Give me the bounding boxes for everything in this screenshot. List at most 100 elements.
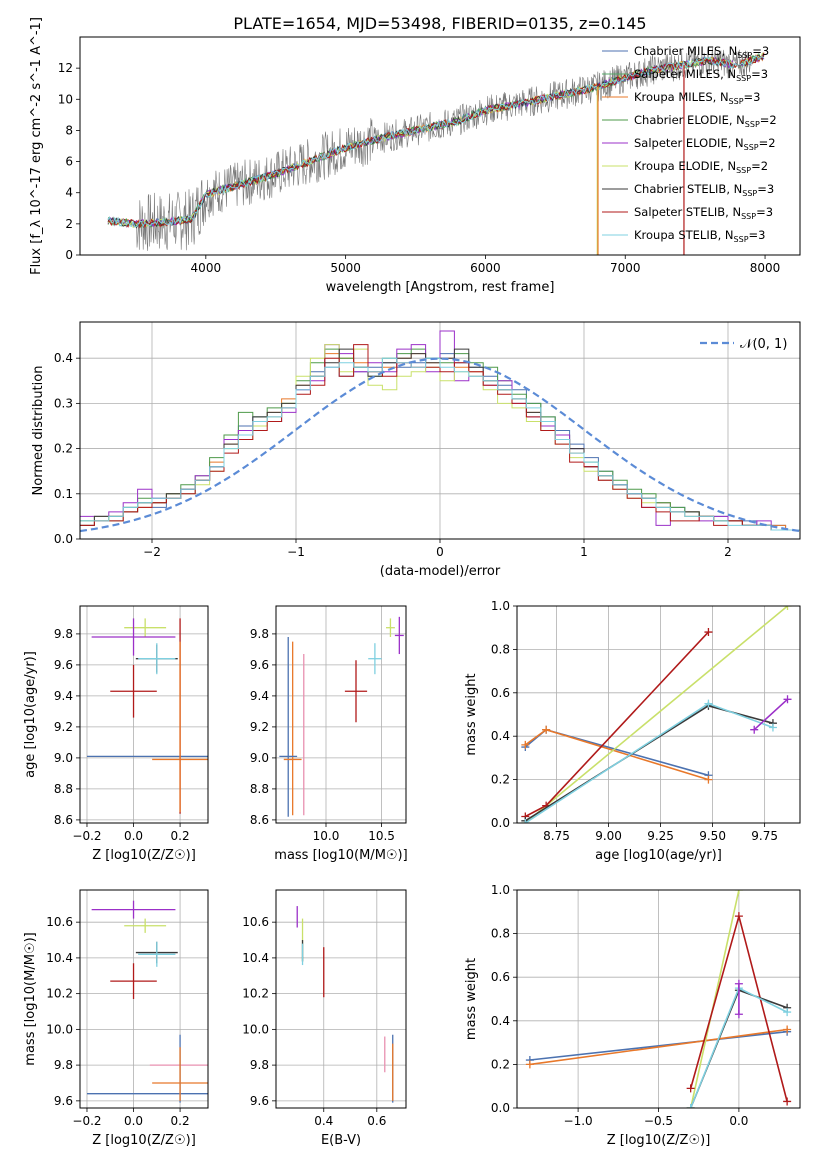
axes-frame <box>79 605 209 824</box>
y-tick-label: 10.2 <box>242 987 269 1001</box>
x-tick-label: 9.50 <box>699 829 726 843</box>
weight-point <box>686 1104 695 1108</box>
y-tick-label: 0.8 <box>491 927 510 941</box>
plot-area <box>279 616 404 817</box>
weight-point <box>783 606 792 610</box>
chart-panel-6: 0.4 0.6 9.6 9.8 10.0 10.2 10.4 10.6 E(B-V) <box>242 889 407 1148</box>
y-tick-label: 9.4 <box>250 689 269 703</box>
y-tick-label: 9.6 <box>250 1094 269 1108</box>
x-tick-label: 9.25 <box>647 829 674 843</box>
axes-frame <box>79 36 801 256</box>
chart-panel-1: −2 −1 0 1 2 0.0 0.1 0.2 0.3 0.4 (data-model)/error… <box>31 321 801 579</box>
plot-area <box>80 330 800 539</box>
y-tick-label: 10.4 <box>46 951 73 965</box>
y-tick-label: 8.8 <box>54 782 73 796</box>
grid-lines <box>276 606 406 823</box>
weight-point <box>734 890 743 894</box>
chart-panel-7: −1.0 −0.5 0.0 0.0 0.2 0.4 0.6 0.8 1.0 Z [log10(Z/… <box>464 883 801 1148</box>
axes-frame <box>79 321 801 540</box>
x-tick-label: 0 <box>436 545 444 559</box>
y-tick-label: 9.6 <box>250 658 269 672</box>
y-tick-label: 6 <box>65 155 73 169</box>
weight-point <box>734 979 743 988</box>
x-tick-label: 8000 <box>750 261 781 275</box>
y-tick-label: 10.2 <box>46 987 73 1001</box>
grid-lines <box>80 890 208 1108</box>
histogram-series <box>80 357 800 539</box>
weight-point <box>704 628 713 637</box>
legend-entry: Chabrier MILES, NSSP=3 <box>634 44 769 60</box>
chart-panel-4: 8.75 9.00 9.25 9.50 9.75 0.0 0.2 0.4 0.6 0.8 1.0 ag… <box>464 599 801 863</box>
y-tick-label: 0.4 <box>54 351 73 365</box>
x-axis-label: Z [log10(Z/Z☉)] <box>607 1133 711 1148</box>
y-tick-label: 0.4 <box>491 1014 510 1028</box>
model-spectrum-chabrier-stelib <box>107 54 765 229</box>
chart-panel-0: 4000 5000 6000 7000 8000 0 2 4 6 8 10 12 wavelength … <box>29 17 801 295</box>
y-tick-label: 0.2 <box>54 442 73 456</box>
x-tick-label: −1.0 <box>564 1114 593 1128</box>
normal-curve <box>80 357 800 533</box>
model-spectrum-salpeter-stelib <box>107 52 765 229</box>
y-tick-label: 0.2 <box>491 1057 510 1071</box>
axes-frame <box>516 889 801 1109</box>
x-tick-label: 2 <box>724 545 732 559</box>
x-tick-label: −2 <box>143 545 161 559</box>
y-axis-label: mass weight <box>464 958 479 1040</box>
x-tick-label: 0.0 <box>124 829 143 843</box>
weight-series <box>529 1030 788 1061</box>
x-axis-label: mass [log10(M/M☉)] <box>274 848 407 863</box>
y-tick-label: 4 <box>65 186 73 200</box>
axes-frame <box>275 605 407 824</box>
y-tick-label: 0.3 <box>54 396 73 410</box>
weight-series <box>524 728 709 781</box>
legend-entry: Chabrier STELIB, NSSP=3 <box>634 182 774 198</box>
x-tick-label: 0.0 <box>729 1114 748 1128</box>
x-tick-label: 10.0 <box>313 829 340 843</box>
x-tick-label: −0.2 <box>72 1114 101 1128</box>
y-axis-label: mass [log10(M/M☉)] <box>23 932 38 1065</box>
x-tick-label: −0.2 <box>72 829 101 843</box>
figure-title: PLATE=1654, MJD=53498, FIBERID=0135, z=0… <box>233 14 646 33</box>
panels: 4000 5000 6000 7000 8000024681012wavelength … <box>23 17 801 1148</box>
weight-point <box>783 1097 792 1106</box>
weight-point <box>750 725 759 734</box>
y-tick-label: 9.2 <box>54 720 73 734</box>
x-tick-label: 0.0 <box>124 1114 143 1128</box>
y-tick-label: 10.0 <box>242 1022 269 1036</box>
x-tick-label: 9.00 <box>595 829 622 843</box>
y-tick-label: 0.4 <box>491 729 510 743</box>
x-tick-label: 1 <box>580 545 588 559</box>
weight-point <box>525 1060 534 1069</box>
axes-frame <box>275 889 407 1109</box>
x-axis-label: Z [log10(Z/Z☉)] <box>92 848 196 863</box>
y-tick-label: 9.8 <box>54 1058 73 1072</box>
y-tick-label: 9.8 <box>54 627 73 641</box>
y-tick-label: 0.6 <box>491 970 510 984</box>
weight-series <box>524 606 789 823</box>
legend-entry: 𝒩(0, 1) <box>740 337 787 352</box>
x-tick-label: 4000 <box>191 261 222 275</box>
plot-area <box>107 46 765 255</box>
x-tick-label: 0.2 <box>171 1114 190 1128</box>
plot-area <box>296 906 394 1103</box>
y-tick-label: 0.2 <box>491 773 510 787</box>
x-axis-label: (data-model)/error <box>380 564 501 579</box>
legend-entry: Kroupa STELIB, NSSP=3 <box>634 228 765 244</box>
legend-entry: Salpeter STELIB, NSSP=3 <box>634 205 773 221</box>
y-tick-label: 0 <box>65 248 73 262</box>
weight-series <box>753 698 789 731</box>
legend-entry: Chabrier ELODIE, NSSP=2 <box>634 113 777 129</box>
grid-lines <box>517 889 800 1109</box>
y-axis-label: age [log10(age/yr)] <box>23 651 38 778</box>
legend: Chabrier MILES, NSSP=3 Salpeter MILES, NS… <box>602 44 777 244</box>
weight-point <box>704 775 713 784</box>
legend-entry: Salpeter ELODIE, NSSP=2 <box>634 136 776 152</box>
y-tick-label: 10 <box>58 92 73 106</box>
y-tick-label: 8.6 <box>54 813 73 827</box>
chart-panel-2: −0.2 0.0 0.2 8.6 8.8 9.0 9.2 9.4 9.6 9.8 Z [log10(… <box>23 605 209 863</box>
y-axis-label: Normed distribution <box>31 366 46 496</box>
weight-series <box>529 1028 788 1066</box>
legend-entry: Salpeter MILES, NSSP=3 <box>634 67 768 83</box>
weight-point <box>783 1008 792 1017</box>
y-tick-label: 10.6 <box>242 915 269 929</box>
